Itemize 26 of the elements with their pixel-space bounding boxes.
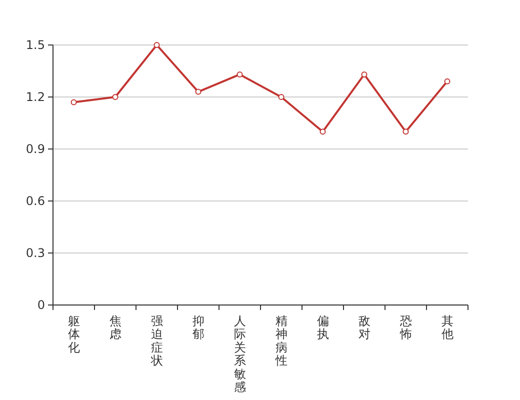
x-tick-label: 敌对 — [358, 314, 370, 342]
x-tick-label: 恐怖 — [398, 314, 412, 342]
y-tick-label: 0 — [37, 298, 45, 312]
point — [195, 88, 202, 95]
point — [112, 94, 118, 100]
x-tick-label: 抑郁 — [192, 314, 204, 342]
x-tick-label: 焦虑 — [109, 314, 122, 342]
point — [402, 128, 409, 135]
x-tick-label: 人际关系敏感 — [234, 314, 246, 394]
x-tick-label: 偏执 — [316, 314, 329, 342]
point — [154, 42, 160, 48]
y-tick-label: 0.9 — [26, 142, 45, 156]
point — [70, 99, 77, 106]
x-tick-label: 其他 — [441, 314, 454, 342]
point — [320, 128, 326, 135]
point — [361, 71, 368, 78]
x-tick-label: 强迫症状 — [150, 314, 163, 368]
y-tick-label: 0.6 — [26, 194, 45, 208]
x-tick-label: 精神病性 — [274, 314, 288, 368]
point — [236, 71, 243, 78]
x-tick-label: 躯体化 — [68, 314, 80, 354]
y-tick-label: 1.5 — [26, 38, 45, 52]
y-tick-label: 1.2 — [26, 90, 45, 104]
point — [444, 78, 450, 84]
point — [278, 94, 284, 100]
y-tick-label: 0.3 — [26, 246, 45, 260]
